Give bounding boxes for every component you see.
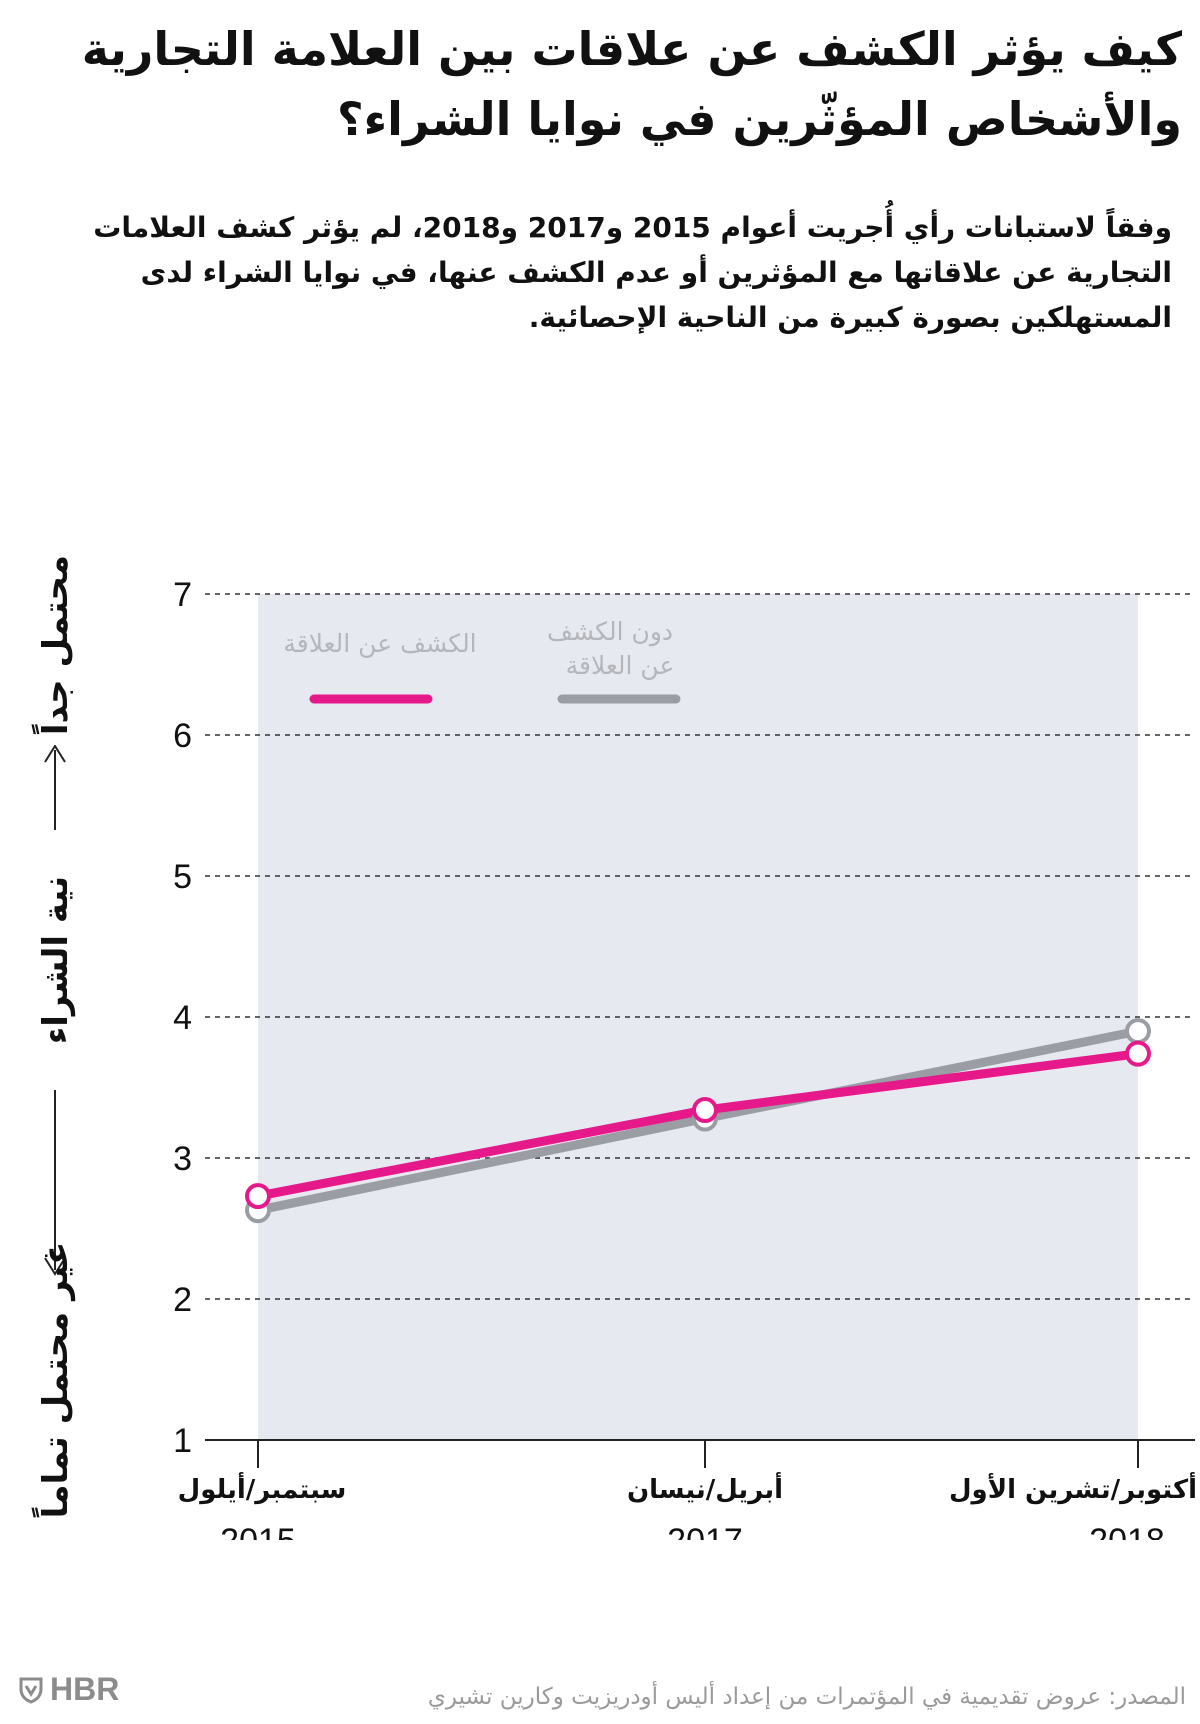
y-axis-caption-bg bbox=[20, 830, 90, 1090]
brand-label: HBR bbox=[50, 1671, 120, 1707]
data-point-series-2 bbox=[692, 1097, 718, 1124]
x-tick-label-month: سبتمبر/أيلول bbox=[178, 1472, 347, 1505]
y-tick-label: 2 bbox=[173, 1281, 192, 1319]
y-axis-caption-top-bg bbox=[20, 540, 90, 745]
chart-subtitle: وفقاً لاستبانات رأي أُجريت أعوام 2015 و2… bbox=[93, 211, 1172, 334]
data-point-series-2 bbox=[1125, 1040, 1151, 1067]
chart-title: كيف يؤثر الكشف عن علاقات بين العلامة الت… bbox=[81, 22, 1182, 146]
legend-label-2: الكشف عن العلاقة bbox=[283, 629, 476, 658]
y-axis-caption-top: محتمل جداً bbox=[31, 555, 76, 735]
legend-label-1-line-2: عن العلاقة bbox=[566, 651, 675, 680]
y-axis-title: نية الشراء bbox=[36, 876, 76, 1044]
x-tick-label-month: أكتوبر/تشرين الأول bbox=[949, 1472, 1197, 1505]
brand-logo: HBR bbox=[18, 1671, 119, 1708]
shield-icon bbox=[19, 1677, 43, 1704]
arrow-down-icon bbox=[44, 1257, 66, 1276]
arrow-up-icon bbox=[44, 744, 66, 763]
y-tick-label: 1 bbox=[173, 1422, 192, 1460]
y-axis-caption-bottom: غير محتمل تماماً bbox=[31, 1242, 76, 1519]
data-point-series-1 bbox=[1125, 1018, 1151, 1045]
source-note: المصدر: عروض تقديمية في المؤتمرات من إعد… bbox=[427, 1684, 1186, 1710]
y-tick-label: 4 bbox=[173, 999, 192, 1037]
y-tick-label: 6 bbox=[173, 717, 192, 755]
y-tick-label: 3 bbox=[173, 1140, 192, 1178]
y-axis-caption-bottom-bg bbox=[20, 1280, 90, 1530]
data-point-series-2 bbox=[245, 1183, 271, 1210]
x-tick-label-year: 2015 bbox=[220, 1522, 296, 1540]
y-tick-label: 5 bbox=[173, 858, 192, 896]
line-chart: 1 2 3 4 5 6 7 سبتمبر/أيلول 2015 أبريل/نيسان 2017 أك… bbox=[20, 540, 1197, 1540]
x-tick-label-month: أبريل/نيسان bbox=[627, 1472, 783, 1505]
x-tick-label-year: 2017 bbox=[667, 1522, 743, 1540]
legend-label-1-line-1: دون الكشف bbox=[547, 617, 673, 647]
y-tick-label: 7 bbox=[173, 576, 192, 614]
x-tick-label-year: 2018 bbox=[1089, 1522, 1165, 1540]
